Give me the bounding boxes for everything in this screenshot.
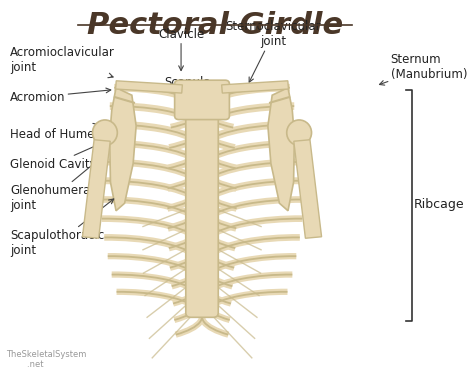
- Text: Clavicle: Clavicle: [158, 28, 204, 71]
- Text: Acromioclavicular
joint: Acromioclavicular joint: [10, 45, 115, 78]
- Polygon shape: [222, 81, 289, 93]
- Polygon shape: [109, 88, 136, 211]
- Polygon shape: [268, 88, 294, 211]
- FancyBboxPatch shape: [186, 96, 218, 317]
- FancyBboxPatch shape: [174, 80, 229, 119]
- Text: Glenoid Cavity: Glenoid Cavity: [10, 144, 100, 171]
- Text: Glenohumeral
joint: Glenohumeral joint: [10, 158, 101, 212]
- Text: Sternoclavicular
joint: Sternoclavicular joint: [225, 20, 321, 82]
- Text: Acromion: Acromion: [10, 88, 111, 104]
- Ellipse shape: [287, 120, 311, 146]
- Polygon shape: [116, 81, 182, 93]
- Text: Sternum
(Manubrium): Sternum (Manubrium): [380, 53, 467, 85]
- Polygon shape: [294, 140, 321, 238]
- Text: Scapula: Scapula: [164, 76, 211, 97]
- Text: Head of Humerus: Head of Humerus: [10, 123, 113, 141]
- Ellipse shape: [92, 120, 118, 146]
- Text: TheSkeletalSystem
        .net: TheSkeletalSystem .net: [6, 350, 86, 369]
- Polygon shape: [82, 140, 110, 238]
- Text: Scapulothoracic
joint: Scapulothoracic joint: [10, 199, 114, 257]
- Text: Ribcage: Ribcage: [414, 198, 465, 211]
- Text: Pectoral Girdle: Pectoral Girdle: [87, 11, 343, 40]
